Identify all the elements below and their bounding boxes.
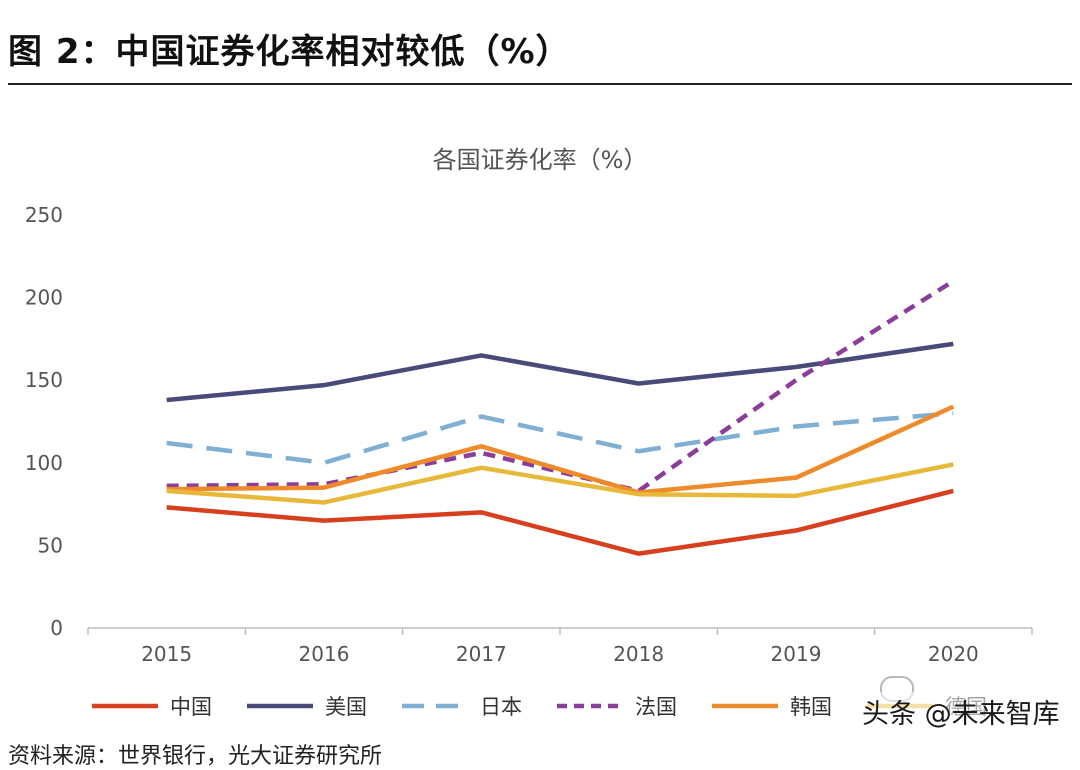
- figure-title: 图 2：中国证券化率相对较低（%）: [8, 32, 571, 72]
- y-tick-label: 100: [25, 451, 63, 475]
- series-line-日本: [166, 410, 954, 466]
- y-tick-label: 50: [38, 533, 63, 557]
- x-tick-label: 2017: [456, 642, 507, 666]
- chart-title: 各国证券化率（%）: [432, 146, 648, 174]
- y-tick-label: 0: [50, 616, 63, 640]
- x-axis-tick-labels: 2015 2016 2017 2018 2019 2020: [141, 642, 979, 666]
- legend-label: 韩国: [790, 695, 832, 719]
- x-tick-label: 2019: [771, 642, 822, 666]
- series-line-德国: [166, 462, 954, 505]
- x-tick-label: 2015: [141, 642, 192, 666]
- y-axis-ticks: 0 50 100 150 200 250: [25, 203, 63, 640]
- legend-label: 日本: [480, 695, 522, 719]
- line-chart: 0 50 100 150 200 250 2015 2016 2017 2018 2019 2020…: [25, 203, 1033, 719]
- series-line-法国: [166, 279, 955, 494]
- y-tick-label: 250: [25, 203, 63, 227]
- series-lines: [166, 279, 955, 556]
- source-note: 资料来源：世界银行，光大证券研究所: [8, 744, 383, 769]
- x-tick-label: 2016: [299, 642, 350, 666]
- series-line-韩国: [166, 404, 955, 495]
- x-tick-label: 2018: [613, 642, 664, 666]
- legend: 中国美国日本法国韩国德国: [92, 695, 987, 719]
- title-divider: [8, 83, 1072, 85]
- series-line-中国: [166, 488, 954, 556]
- x-axis-tick-marks: [87, 628, 1033, 635]
- watermark: 头条 @未来智库: [858, 692, 1064, 731]
- legend-label: 美国: [325, 695, 367, 719]
- legend-label: 中国: [170, 695, 212, 719]
- legend-label: 法国: [635, 695, 677, 719]
- series-line-美国: [166, 341, 954, 403]
- x-tick-label: 2020: [928, 642, 979, 666]
- y-tick-label: 200: [25, 286, 63, 310]
- y-tick-label: 150: [25, 368, 63, 392]
